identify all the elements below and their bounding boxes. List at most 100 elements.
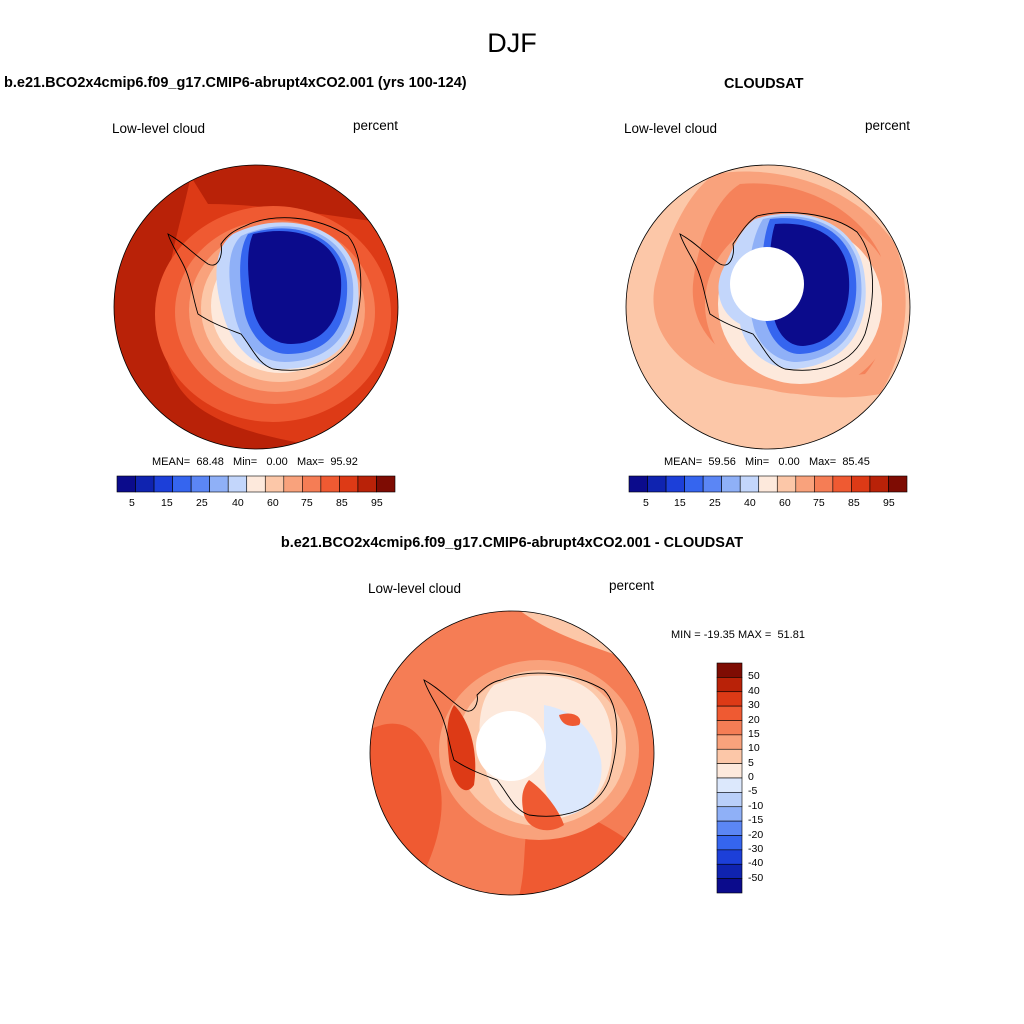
panel2-colorbar-swatch	[814, 475, 834, 493]
panel3-colorbar-swatch	[716, 734, 743, 750]
panel2-variable-label: Low-level cloud	[624, 121, 718, 136]
panel2-map-border	[625, 164, 911, 450]
panel2-colorbar-swatch	[665, 475, 685, 493]
panel1-colorbar	[116, 475, 396, 493]
panel3-stats: MIN = -19.35 MAX = 51.81	[671, 629, 805, 641]
panel2-colorbar-swatch	[869, 475, 889, 493]
panel3-min-label: MIN =	[671, 629, 701, 641]
panel1-colorbar-swatch	[302, 475, 322, 493]
panel3-high-anomaly	[522, 780, 564, 831]
panel2-colorbar-swatch	[739, 475, 760, 493]
panel3-tick-label: -5	[748, 785, 758, 798]
panel3-map-border	[369, 610, 655, 896]
panel3-tick-label: -20	[748, 828, 764, 841]
panel3-high-anomaly	[559, 713, 581, 726]
panel2-colorbar-swatch	[776, 475, 797, 493]
panel3-max-label: MAX =	[737, 629, 772, 641]
panel3-colorbar-swatch	[716, 820, 743, 836]
panel2-missing-data-hole	[730, 247, 804, 321]
panel2-min-value: 0.00	[778, 456, 800, 468]
panel3-colorbar-swatch	[716, 677, 743, 693]
panel1-colorbar-swatch	[116, 475, 136, 493]
panel2-mean-label: MEAN=	[664, 456, 703, 468]
panel3-colorbar-swatch	[716, 777, 743, 793]
panel3-colorbar-swatch	[716, 691, 743, 707]
panel2-colorbar-swatch	[851, 475, 871, 493]
panel2-tick-label: 75	[813, 497, 825, 509]
panel3-colorbar-swatch	[716, 662, 743, 678]
panel3-tick-label: 15	[748, 727, 760, 740]
panel3-colorbar-swatch	[716, 863, 743, 879]
panel1-title: b.e21.BCO2x4cmip6.f09_g17.CMIP6-abrupt4x…	[4, 75, 467, 91]
panel3-colorbar-swatch	[716, 835, 743, 851]
panel1-tick-label: 5	[129, 497, 135, 509]
panel1-tick-label: 40	[232, 497, 244, 509]
panel1-mean-label: MEAN=	[152, 456, 191, 468]
panel1-tick-label: 75	[301, 497, 313, 509]
panel1-max-value: 95.92	[330, 456, 358, 468]
panel3-units-label: percent	[609, 578, 655, 593]
panel2-colorbar-ticks: 5 15 25 40 60 75 85 95	[629, 497, 907, 511]
panel3-coastline	[423, 672, 618, 817]
panel1-colorbar-swatch	[339, 475, 359, 493]
panel3-colorbar-swatch	[716, 806, 743, 822]
panel2-colorbar-swatch	[684, 475, 704, 493]
panel2-antarctic-interior	[769, 223, 850, 346]
panel1-colorbar-swatch	[227, 475, 248, 493]
panel1-min-label: Min=	[233, 456, 258, 468]
panel2-tick-label: 5	[643, 497, 649, 509]
panel2-colorbar-swatch	[795, 475, 815, 493]
panel1-max-label: Max=	[296, 456, 325, 468]
panel2-map	[625, 164, 911, 450]
panel1-tick-label: 60	[267, 497, 279, 509]
panel3-title: b.e21.BCO2x4cmip6.f09_g17.CMIP6-abrupt4x…	[280, 535, 744, 551]
panel1-variable-label: Low-level cloud	[112, 121, 206, 136]
panel2-tick-label: 85	[848, 497, 860, 509]
panel1-min-value: 0.00	[266, 456, 288, 468]
panel3-tick-label: 0	[748, 771, 754, 783]
panel1-colorbar-swatch	[172, 475, 192, 493]
panel3-tick-label: -40	[748, 857, 764, 870]
panel3-tick-label: 40	[748, 684, 760, 697]
panel3-variable-label: Low-level cloud	[368, 581, 462, 596]
panel2-max-value: 85.45	[842, 456, 870, 468]
panel1-colorbar-swatch	[283, 475, 303, 493]
panel3-tick-label: -30	[748, 842, 764, 855]
panel1-colorbar-ticks: 5 15 25 40 60 75 85 95	[117, 497, 395, 511]
panel3-tick-label: 50	[748, 670, 760, 683]
panel3-colorbar-swatch	[716, 849, 743, 865]
panel3-tick-label: -10	[748, 799, 764, 812]
panel3-colorbar-swatch	[716, 720, 743, 736]
panel2-mean-value: 59.56	[708, 456, 736, 468]
panel1-tick-label: 85	[336, 497, 348, 509]
panel2-title: CLOUDSAT	[724, 76, 804, 92]
panel3-high-anomaly	[447, 705, 476, 791]
panel2-tick-label: 60	[779, 497, 791, 509]
panel2-colorbar-swatch	[888, 475, 908, 493]
panel2-colorbar-swatch	[832, 475, 852, 493]
panel2-tick-label: 40	[744, 497, 756, 509]
panel3-colorbar	[716, 662, 743, 894]
panel1-colorbar-swatch	[320, 475, 340, 493]
panel2-colorbar-swatch	[758, 475, 778, 493]
panel2-units-label: percent	[865, 118, 911, 133]
panel3-map	[369, 610, 655, 896]
panel3-max-value: 51.81	[777, 629, 805, 641]
panel2-tick-label: 15	[674, 497, 686, 509]
panel3-colorbar-swatch	[716, 763, 743, 779]
panel3-tick-label: 30	[748, 699, 760, 712]
panel1-units-label: percent	[353, 118, 399, 133]
panel1-colorbar-swatch	[357, 475, 377, 493]
panel1-colorbar-swatch	[153, 475, 173, 493]
panel2-tick-label: 25	[709, 497, 721, 509]
panel3-tick-label: -50	[748, 871, 764, 884]
panel1-colorbar-swatch	[264, 475, 285, 493]
panel2-tick-label: 95	[883, 497, 895, 509]
panel2-min-label: Min=	[745, 456, 770, 468]
panel2-coastline	[679, 212, 873, 371]
panel3-colorbar-swatch	[716, 792, 743, 808]
panel3-min-value: -19.35	[703, 629, 735, 641]
panel1-tick-label: 25	[196, 497, 208, 509]
panel3-colorbar-ticks: 50 40 30 20 15 10 5 0 -5 -10 -15 -20 -30 -40 -50	[748, 663, 788, 893]
panel2-colorbar-swatch	[647, 475, 667, 493]
